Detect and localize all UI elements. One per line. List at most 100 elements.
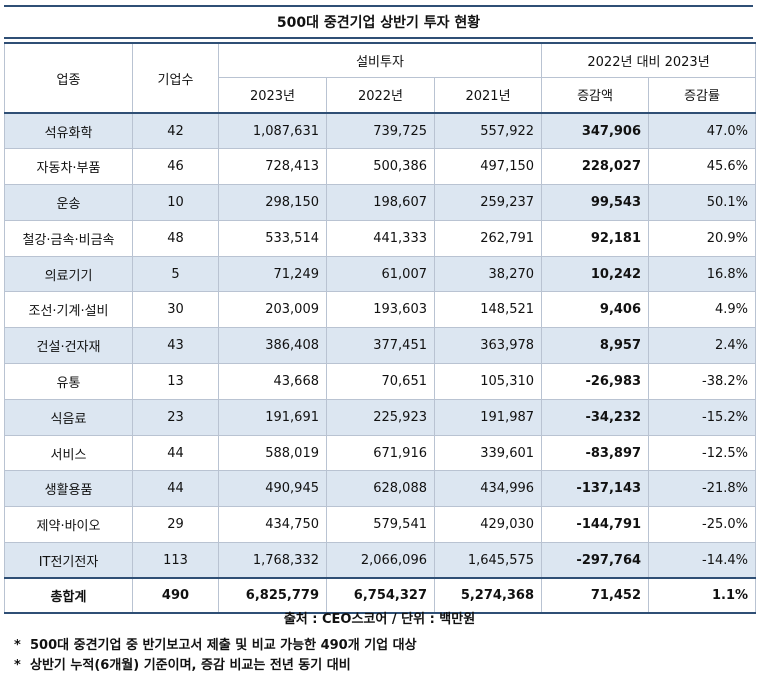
cell-change: -137,143 [541, 470, 650, 508]
cell-2022: 198,607 [326, 184, 435, 221]
note-marker: * [14, 638, 21, 653]
cell-2022: 377,451 [326, 327, 435, 365]
note-text: 상반기 누적(6개월) 기준이며, 증감 비교는 전년 동기 대비 [30, 658, 351, 673]
cell-2021: 38,270 [433, 255, 543, 293]
cell-rate: -21.8% [648, 470, 757, 508]
cell-rate: 20.9% [648, 219, 757, 257]
cell-change: 228,027 [541, 148, 650, 186]
cell-2022: 671,916 [326, 434, 435, 472]
table-row: 운송 10 298,150 198,607 259,237 99,543 50.1% [4, 184, 757, 221]
cell-2022: 61,007 [326, 255, 435, 293]
cell-2021: 1,645,575 [433, 542, 543, 579]
cell-2021: 191,987 [433, 398, 543, 436]
cell-2023: 588,019 [218, 434, 327, 472]
investment-table: 업종 기업수 설비투자 2022년 대비 2023년 2023년 2022년 2… [4, 42, 757, 615]
total-cell-industry: 총합계 [4, 577, 133, 615]
table-row: 철강·금속·비금속 48 533,514 441,333 262,791 92,181 20… [4, 219, 757, 257]
cell-industry: IT전기전자 [4, 542, 133, 579]
table-row: 건설·건자재 43 386,408 377,451 363,978 8,957 2.4% [4, 327, 757, 365]
cell-rate: -38.2% [648, 363, 757, 400]
cell-change: 347,906 [541, 112, 650, 150]
cell-2023: 386,408 [218, 327, 327, 365]
cell-2021: 105,310 [433, 363, 543, 400]
cell-2023: 43,668 [218, 363, 327, 400]
cell-2022: 579,541 [326, 506, 435, 544]
cell-2023: 533,514 [218, 219, 327, 257]
table-row: 유통 13 43,668 70,651 105,310 -26,983 -38.2% [4, 363, 757, 400]
cell-2023: 490,945 [218, 470, 327, 508]
cell-rate: -25.0% [648, 506, 757, 544]
cell-count: 23 [132, 398, 219, 436]
cell-change: 99,543 [541, 184, 650, 221]
cell-rate: -12.5% [648, 434, 757, 472]
header-change: 증감액 [541, 76, 650, 114]
source-line: 출처 : CEO스코어 / 단위 : 백만원 [283, 612, 476, 627]
cell-industry: 석유화학 [4, 112, 133, 150]
cell-2021: 259,237 [433, 184, 543, 221]
cell-2023: 1,768,332 [218, 542, 327, 579]
cell-2021: 339,601 [433, 434, 543, 472]
cell-count: 43 [132, 327, 219, 365]
header-2023: 2023년 [218, 76, 327, 114]
table-row: 의료기기 5 71,249 61,007 38,270 10,242 16.8% [4, 255, 757, 293]
cell-2023: 728,413 [218, 148, 327, 186]
cell-2022: 628,088 [326, 470, 435, 508]
cell-2021: 429,030 [433, 506, 543, 544]
cell-change: 92,181 [541, 219, 650, 257]
table-row: IT전기전자 113 1,768,332 2,066,096 1,645,575 -297… [4, 542, 757, 579]
cell-rate: 45.6% [648, 148, 757, 186]
table-row: 서비스 44 588,019 671,916 339,601 -83,897 -12.5% [4, 434, 757, 472]
cell-industry: 서비스 [4, 434, 133, 472]
cell-2022: 225,923 [326, 398, 435, 436]
cell-2021: 434,996 [433, 470, 543, 508]
cell-2023: 203,009 [218, 291, 327, 329]
cell-industry: 운송 [4, 184, 133, 221]
cell-2022: 739,725 [326, 112, 435, 150]
header-rate: 증감률 [648, 76, 757, 114]
cell-industry: 제약·바이오 [4, 506, 133, 544]
cell-count: 42 [132, 112, 219, 150]
cell-industry: 자동차·부품 [4, 148, 133, 186]
table-row: 조선·기계·설비 30 203,009 193,603 148,521 9,406 4.9% [4, 291, 757, 329]
cell-change: -26,983 [541, 363, 650, 400]
cell-2021: 557,922 [433, 112, 543, 150]
cell-count: 44 [132, 470, 219, 508]
total-cell-2021: 5,274,368 [433, 577, 543, 615]
cell-count: 30 [132, 291, 219, 329]
header-count: 기업수 [132, 42, 219, 114]
cell-count: 10 [132, 184, 219, 221]
cell-count: 13 [132, 363, 219, 400]
cell-2021: 148,521 [433, 291, 543, 329]
cell-rate: 47.0% [648, 112, 757, 150]
cell-rate: -14.4% [648, 542, 757, 579]
cell-2022: 441,333 [326, 219, 435, 257]
table-row: 식음료 23 191,691 225,923 191,987 -34,232 -15.2% [4, 398, 757, 436]
cell-count: 44 [132, 434, 219, 472]
note-item: * 500대 중견기업 중 반기보고서 제출 및 비교 가능한 490개 기업 … [14, 636, 417, 656]
cell-2023: 191,691 [218, 398, 327, 436]
cell-industry: 조선·기계·설비 [4, 291, 133, 329]
total-row: 총합계 490 6,825,779 6,754,327 5,274,368 71,452 1… [4, 577, 757, 615]
table-row: 제약·바이오 29 434,750 579,541 429,030 -144,791 -25… [4, 506, 757, 544]
header-comparison: 2022년 대비 2023년 [541, 42, 757, 78]
cell-count: 29 [132, 506, 219, 544]
header-capex: 설비투자 [217, 42, 543, 78]
cell-industry: 식음료 [4, 398, 133, 436]
cell-rate: 4.9% [648, 291, 757, 329]
cell-industry: 건설·건자재 [4, 327, 133, 365]
table-row: 석유화학 42 1,087,631 739,725 557,922 347,906 47.0… [4, 112, 757, 150]
cell-industry: 유통 [4, 363, 133, 400]
table-title: 500대 중견기업 상반기 투자 현황 [4, 5, 753, 39]
cell-rate: -15.2% [648, 398, 757, 436]
cell-2023: 434,750 [218, 506, 327, 544]
cell-2023: 1,087,631 [218, 112, 327, 150]
cell-rate: 16.8% [648, 255, 757, 293]
cell-2022: 2,066,096 [326, 542, 435, 579]
total-cell-count: 490 [132, 577, 219, 615]
cell-change: -83,897 [541, 434, 650, 472]
cell-change: -34,232 [541, 398, 650, 436]
cell-change: -144,791 [541, 506, 650, 544]
cell-industry: 철강·금속·비금속 [4, 219, 133, 257]
cell-rate: 50.1% [648, 184, 757, 221]
cell-industry: 생활용품 [4, 470, 133, 508]
